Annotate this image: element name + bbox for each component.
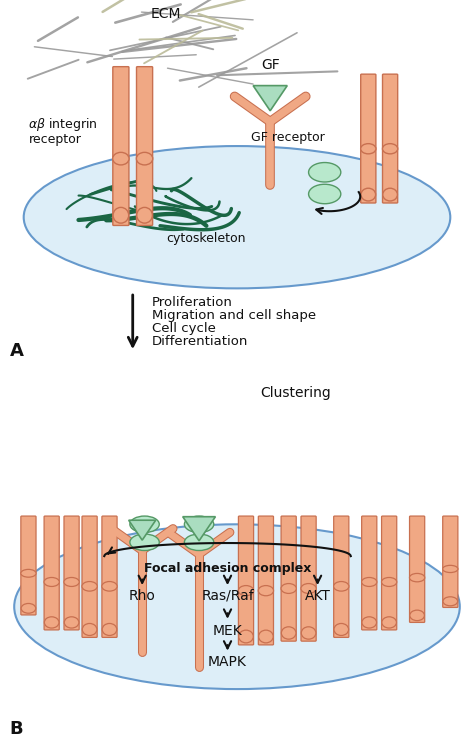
Ellipse shape <box>362 577 377 586</box>
FancyBboxPatch shape <box>281 516 296 641</box>
Text: Focal adhesion complex: Focal adhesion complex <box>144 562 311 574</box>
Ellipse shape <box>102 623 117 635</box>
Text: cytoskeleton: cytoskeleton <box>166 232 246 245</box>
FancyBboxPatch shape <box>443 516 458 607</box>
Text: Migration and cell shape: Migration and cell shape <box>152 309 316 322</box>
FancyBboxPatch shape <box>301 516 316 641</box>
Ellipse shape <box>258 586 273 595</box>
Ellipse shape <box>102 581 117 591</box>
Ellipse shape <box>443 565 458 572</box>
Ellipse shape <box>45 617 59 628</box>
Ellipse shape <box>383 188 397 201</box>
Ellipse shape <box>64 617 79 628</box>
Ellipse shape <box>309 184 341 204</box>
Ellipse shape <box>382 577 397 586</box>
Polygon shape <box>253 85 287 111</box>
FancyBboxPatch shape <box>258 516 273 645</box>
Text: AKT: AKT <box>305 589 330 603</box>
Ellipse shape <box>137 152 153 165</box>
Ellipse shape <box>239 630 253 643</box>
Ellipse shape <box>301 627 316 639</box>
Text: MEK: MEK <box>213 623 242 637</box>
Ellipse shape <box>334 581 349 591</box>
FancyBboxPatch shape <box>334 516 349 637</box>
Ellipse shape <box>382 617 396 628</box>
FancyBboxPatch shape <box>82 516 97 637</box>
Text: Rho: Rho <box>129 589 155 603</box>
Text: Cell cycle: Cell cycle <box>152 322 216 335</box>
Ellipse shape <box>137 207 153 223</box>
Text: $\alpha\beta$ integrin: $\alpha\beta$ integrin <box>28 116 98 133</box>
FancyBboxPatch shape <box>362 516 377 630</box>
Text: GF: GF <box>261 58 280 72</box>
Ellipse shape <box>383 144 398 154</box>
Ellipse shape <box>44 577 59 586</box>
FancyBboxPatch shape <box>113 67 129 225</box>
Ellipse shape <box>113 152 129 165</box>
Ellipse shape <box>361 188 375 201</box>
Ellipse shape <box>24 146 450 288</box>
Ellipse shape <box>82 623 97 635</box>
Text: Ras/Raf: Ras/Raf <box>201 589 254 603</box>
Text: A: A <box>9 342 23 360</box>
Polygon shape <box>182 517 215 541</box>
FancyBboxPatch shape <box>64 516 79 630</box>
Text: ECM: ECM <box>151 7 181 22</box>
Ellipse shape <box>281 583 296 593</box>
Ellipse shape <box>259 630 273 643</box>
Polygon shape <box>128 521 155 540</box>
Ellipse shape <box>184 534 214 551</box>
Ellipse shape <box>309 163 341 182</box>
Ellipse shape <box>362 617 376 628</box>
Ellipse shape <box>410 574 425 582</box>
Text: receptor: receptor <box>28 133 82 146</box>
FancyBboxPatch shape <box>238 516 254 645</box>
FancyBboxPatch shape <box>137 67 153 225</box>
Ellipse shape <box>184 516 214 533</box>
Ellipse shape <box>361 144 376 154</box>
Text: Proliferation: Proliferation <box>152 296 233 309</box>
FancyBboxPatch shape <box>21 516 36 615</box>
Ellipse shape <box>130 534 159 551</box>
Text: Differentiation: Differentiation <box>152 336 248 348</box>
FancyBboxPatch shape <box>410 516 425 622</box>
Ellipse shape <box>113 207 128 223</box>
Ellipse shape <box>334 623 348 635</box>
Ellipse shape <box>14 524 460 689</box>
Ellipse shape <box>130 516 159 533</box>
Text: GF receptor: GF receptor <box>251 131 325 144</box>
Ellipse shape <box>21 569 36 577</box>
Ellipse shape <box>410 610 424 621</box>
Ellipse shape <box>64 577 79 586</box>
Ellipse shape <box>443 597 457 606</box>
Ellipse shape <box>238 586 254 595</box>
FancyBboxPatch shape <box>102 516 117 637</box>
Ellipse shape <box>21 604 36 613</box>
Text: B: B <box>9 720 23 738</box>
Ellipse shape <box>82 581 97 591</box>
FancyBboxPatch shape <box>44 516 59 630</box>
FancyBboxPatch shape <box>383 74 398 203</box>
FancyBboxPatch shape <box>361 74 376 203</box>
Ellipse shape <box>301 583 316 593</box>
Text: MAPK: MAPK <box>208 655 247 670</box>
Text: Clustering: Clustering <box>261 386 331 400</box>
FancyBboxPatch shape <box>382 516 397 630</box>
Ellipse shape <box>282 627 296 639</box>
